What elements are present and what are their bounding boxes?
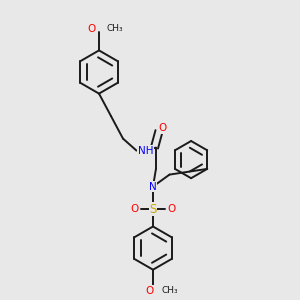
Text: CH₃: CH₃ xyxy=(106,24,123,33)
Text: O: O xyxy=(130,204,139,214)
Text: O: O xyxy=(145,286,154,296)
Text: O: O xyxy=(167,204,176,214)
Text: S: S xyxy=(149,202,157,216)
Text: CH₃: CH₃ xyxy=(161,286,178,295)
Text: N: N xyxy=(149,182,157,192)
Text: O: O xyxy=(159,123,167,133)
Text: NH: NH xyxy=(138,146,154,156)
Text: O: O xyxy=(87,23,96,34)
